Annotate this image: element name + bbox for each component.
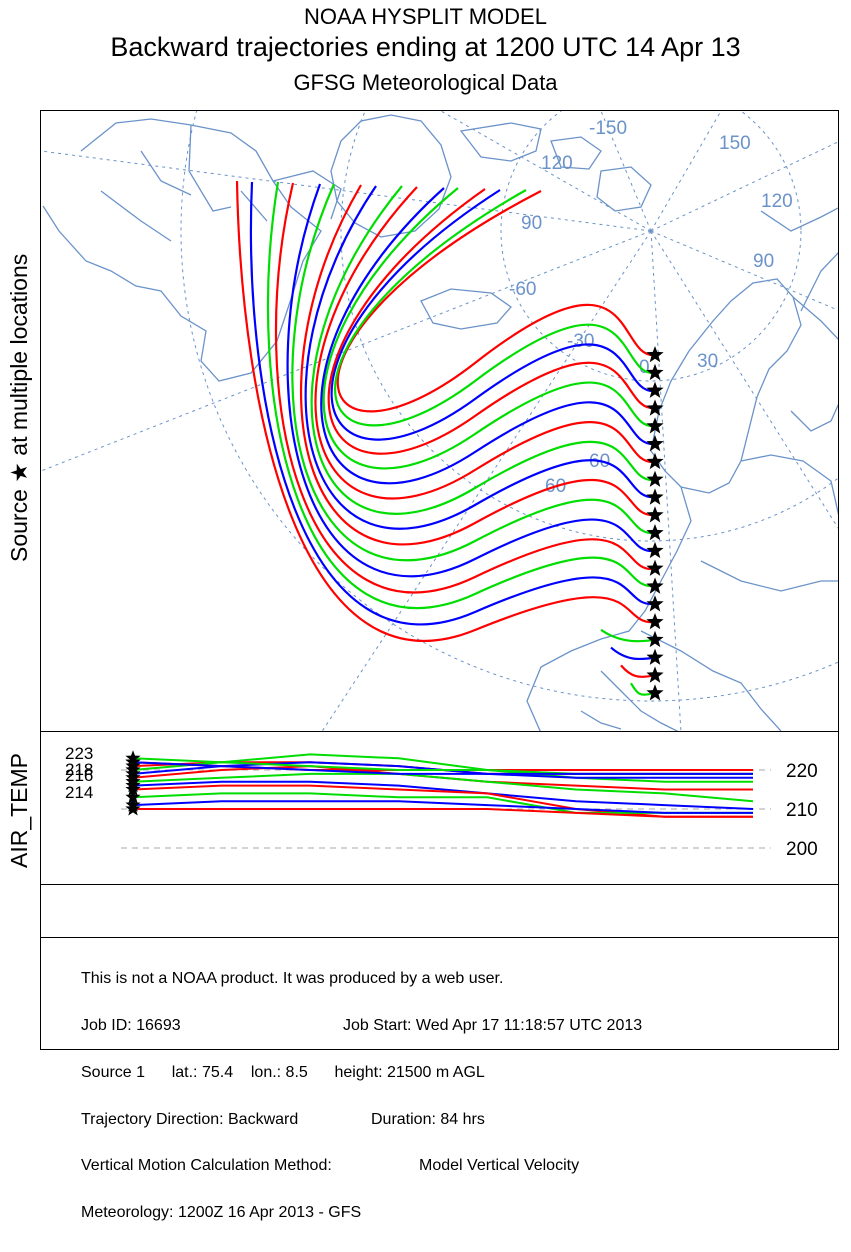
air-temp-line bbox=[132, 761, 753, 775]
air-temp-start-star bbox=[125, 789, 141, 804]
source-star bbox=[646, 577, 664, 594]
air-temp-start-markers bbox=[125, 750, 141, 816]
air-temp-line bbox=[132, 753, 753, 783]
source-star bbox=[646, 346, 664, 363]
trajectory-line bbox=[320, 187, 656, 485]
source-star bbox=[646, 684, 664, 701]
trajectory-line bbox=[330, 189, 656, 441]
trajectory-line bbox=[235, 180, 656, 642]
trajectory-line bbox=[310, 185, 656, 515]
source-star bbox=[646, 630, 664, 648]
grid-label: 150 bbox=[719, 133, 751, 154]
trajectory-line bbox=[314, 186, 656, 500]
trajectory-line bbox=[334, 189, 656, 427]
source-star bbox=[646, 559, 664, 576]
title-model: NOAA HYSPLIT MODEL bbox=[304, 4, 547, 29]
source-star bbox=[646, 648, 664, 665]
air-temp-line bbox=[132, 772, 754, 803]
air-temp-line bbox=[132, 800, 753, 814]
job-start: Job Start: Wed Apr 17 11:18:57 UTC 2013 bbox=[343, 1016, 643, 1034]
air-temp-start-star bbox=[125, 801, 141, 816]
grid-label: -60 bbox=[509, 279, 536, 300]
trajectory-line bbox=[266, 181, 656, 610]
source-star bbox=[646, 613, 664, 630]
air-temp-line bbox=[133, 808, 753, 818]
trajectory-line bbox=[610, 646, 656, 661]
trajectory-direction: Trajectory Direction: Backward bbox=[81, 1110, 299, 1128]
source-axis-label: Source ★ at multiple locations bbox=[6, 253, 32, 562]
grid-label: 30 bbox=[697, 351, 718, 372]
start-value-label: 223 bbox=[65, 744, 93, 763]
job-id: Job ID: 16693 bbox=[81, 1016, 181, 1034]
source-star bbox=[646, 595, 664, 612]
y-tick-labels: 200 210 220 bbox=[786, 761, 818, 860]
title-met-data: GFSG Meteorological Data bbox=[293, 70, 558, 95]
trajectory-line bbox=[327, 188, 656, 455]
source-star bbox=[646, 506, 664, 523]
trajectory-line bbox=[274, 182, 656, 594]
trajectory-line bbox=[304, 185, 656, 530]
y-tick-label: 200 bbox=[786, 839, 818, 860]
source-star bbox=[646, 541, 664, 559]
coastlines bbox=[42, 114, 838, 731]
trajectory-line bbox=[299, 184, 656, 546]
vertical-motion-label: Vertical Motion Calculation Method: bbox=[81, 1157, 332, 1175]
job-info-text: This is not a NOAA product. It was produ… bbox=[81, 940, 642, 1252]
disclaimer: This is not a NOAA product. It was produ… bbox=[81, 970, 504, 988]
vertical-motion-value: Model Vertical Velocity bbox=[419, 1157, 580, 1175]
source-star bbox=[646, 399, 664, 416]
grid-label: 120 bbox=[761, 191, 793, 212]
trajectory-lines bbox=[235, 180, 656, 696]
source-star bbox=[646, 524, 664, 541]
air-temp-series bbox=[132, 753, 754, 818]
air-temp-panel: 223 218 216 214 200 210 220 bbox=[40, 731, 839, 885]
source-star bbox=[646, 381, 664, 398]
trajectory-map: -150 150 120 120 90 90 -60 -30 0 30 60 60 bbox=[40, 110, 839, 732]
trajectory-line bbox=[286, 183, 656, 578]
source-star bbox=[646, 435, 664, 452]
air-temp-start-star bbox=[125, 781, 141, 796]
source-star bbox=[646, 470, 664, 487]
source-star bbox=[646, 666, 664, 683]
trajectory-line bbox=[322, 187, 656, 470]
grid-label: 120 bbox=[541, 153, 573, 174]
start-value-label: 216 bbox=[65, 766, 93, 785]
lat-lon-grid bbox=[41, 111, 838, 731]
job-info-panel: This is not a NOAA product. It was produ… bbox=[40, 937, 839, 1220]
duration: Duration: 84 hrs bbox=[371, 1110, 485, 1128]
source-location: Source 1 lat.: 75.4 lon.: 8.5 height: 21… bbox=[81, 1063, 485, 1081]
grid-label: 90 bbox=[753, 251, 774, 272]
y-tick-label: 220 bbox=[786, 761, 818, 782]
air-temp-line bbox=[132, 780, 754, 810]
y-tick-label: 210 bbox=[786, 800, 818, 821]
air-temp-axis-label: AIR_TEMP bbox=[6, 752, 32, 868]
source-star bbox=[646, 488, 664, 505]
title-trajectories: Backward trajectories ending at 1200 UTC… bbox=[110, 32, 741, 62]
source-star bbox=[646, 417, 664, 434]
source-star bbox=[646, 452, 664, 470]
trajectory-line bbox=[336, 190, 656, 413]
source-star bbox=[646, 363, 664, 381]
source-markers bbox=[646, 346, 664, 701]
grid-label: -150 bbox=[589, 118, 627, 139]
start-value-label: 218 bbox=[65, 760, 93, 779]
grid-label: 0 bbox=[639, 357, 650, 378]
grid-label: -30 bbox=[567, 331, 594, 352]
start-value-label: 214 bbox=[65, 783, 93, 802]
empty-panel bbox=[40, 884, 839, 938]
meteorology: Meteorology: 1200Z 16 Apr 2013 - GFS bbox=[81, 1204, 362, 1222]
trajectory-line bbox=[291, 183, 656, 562]
grid-label: 90 bbox=[521, 213, 542, 234]
air-temp-start-star bbox=[125, 754, 141, 769]
trajectory-line bbox=[249, 181, 656, 626]
